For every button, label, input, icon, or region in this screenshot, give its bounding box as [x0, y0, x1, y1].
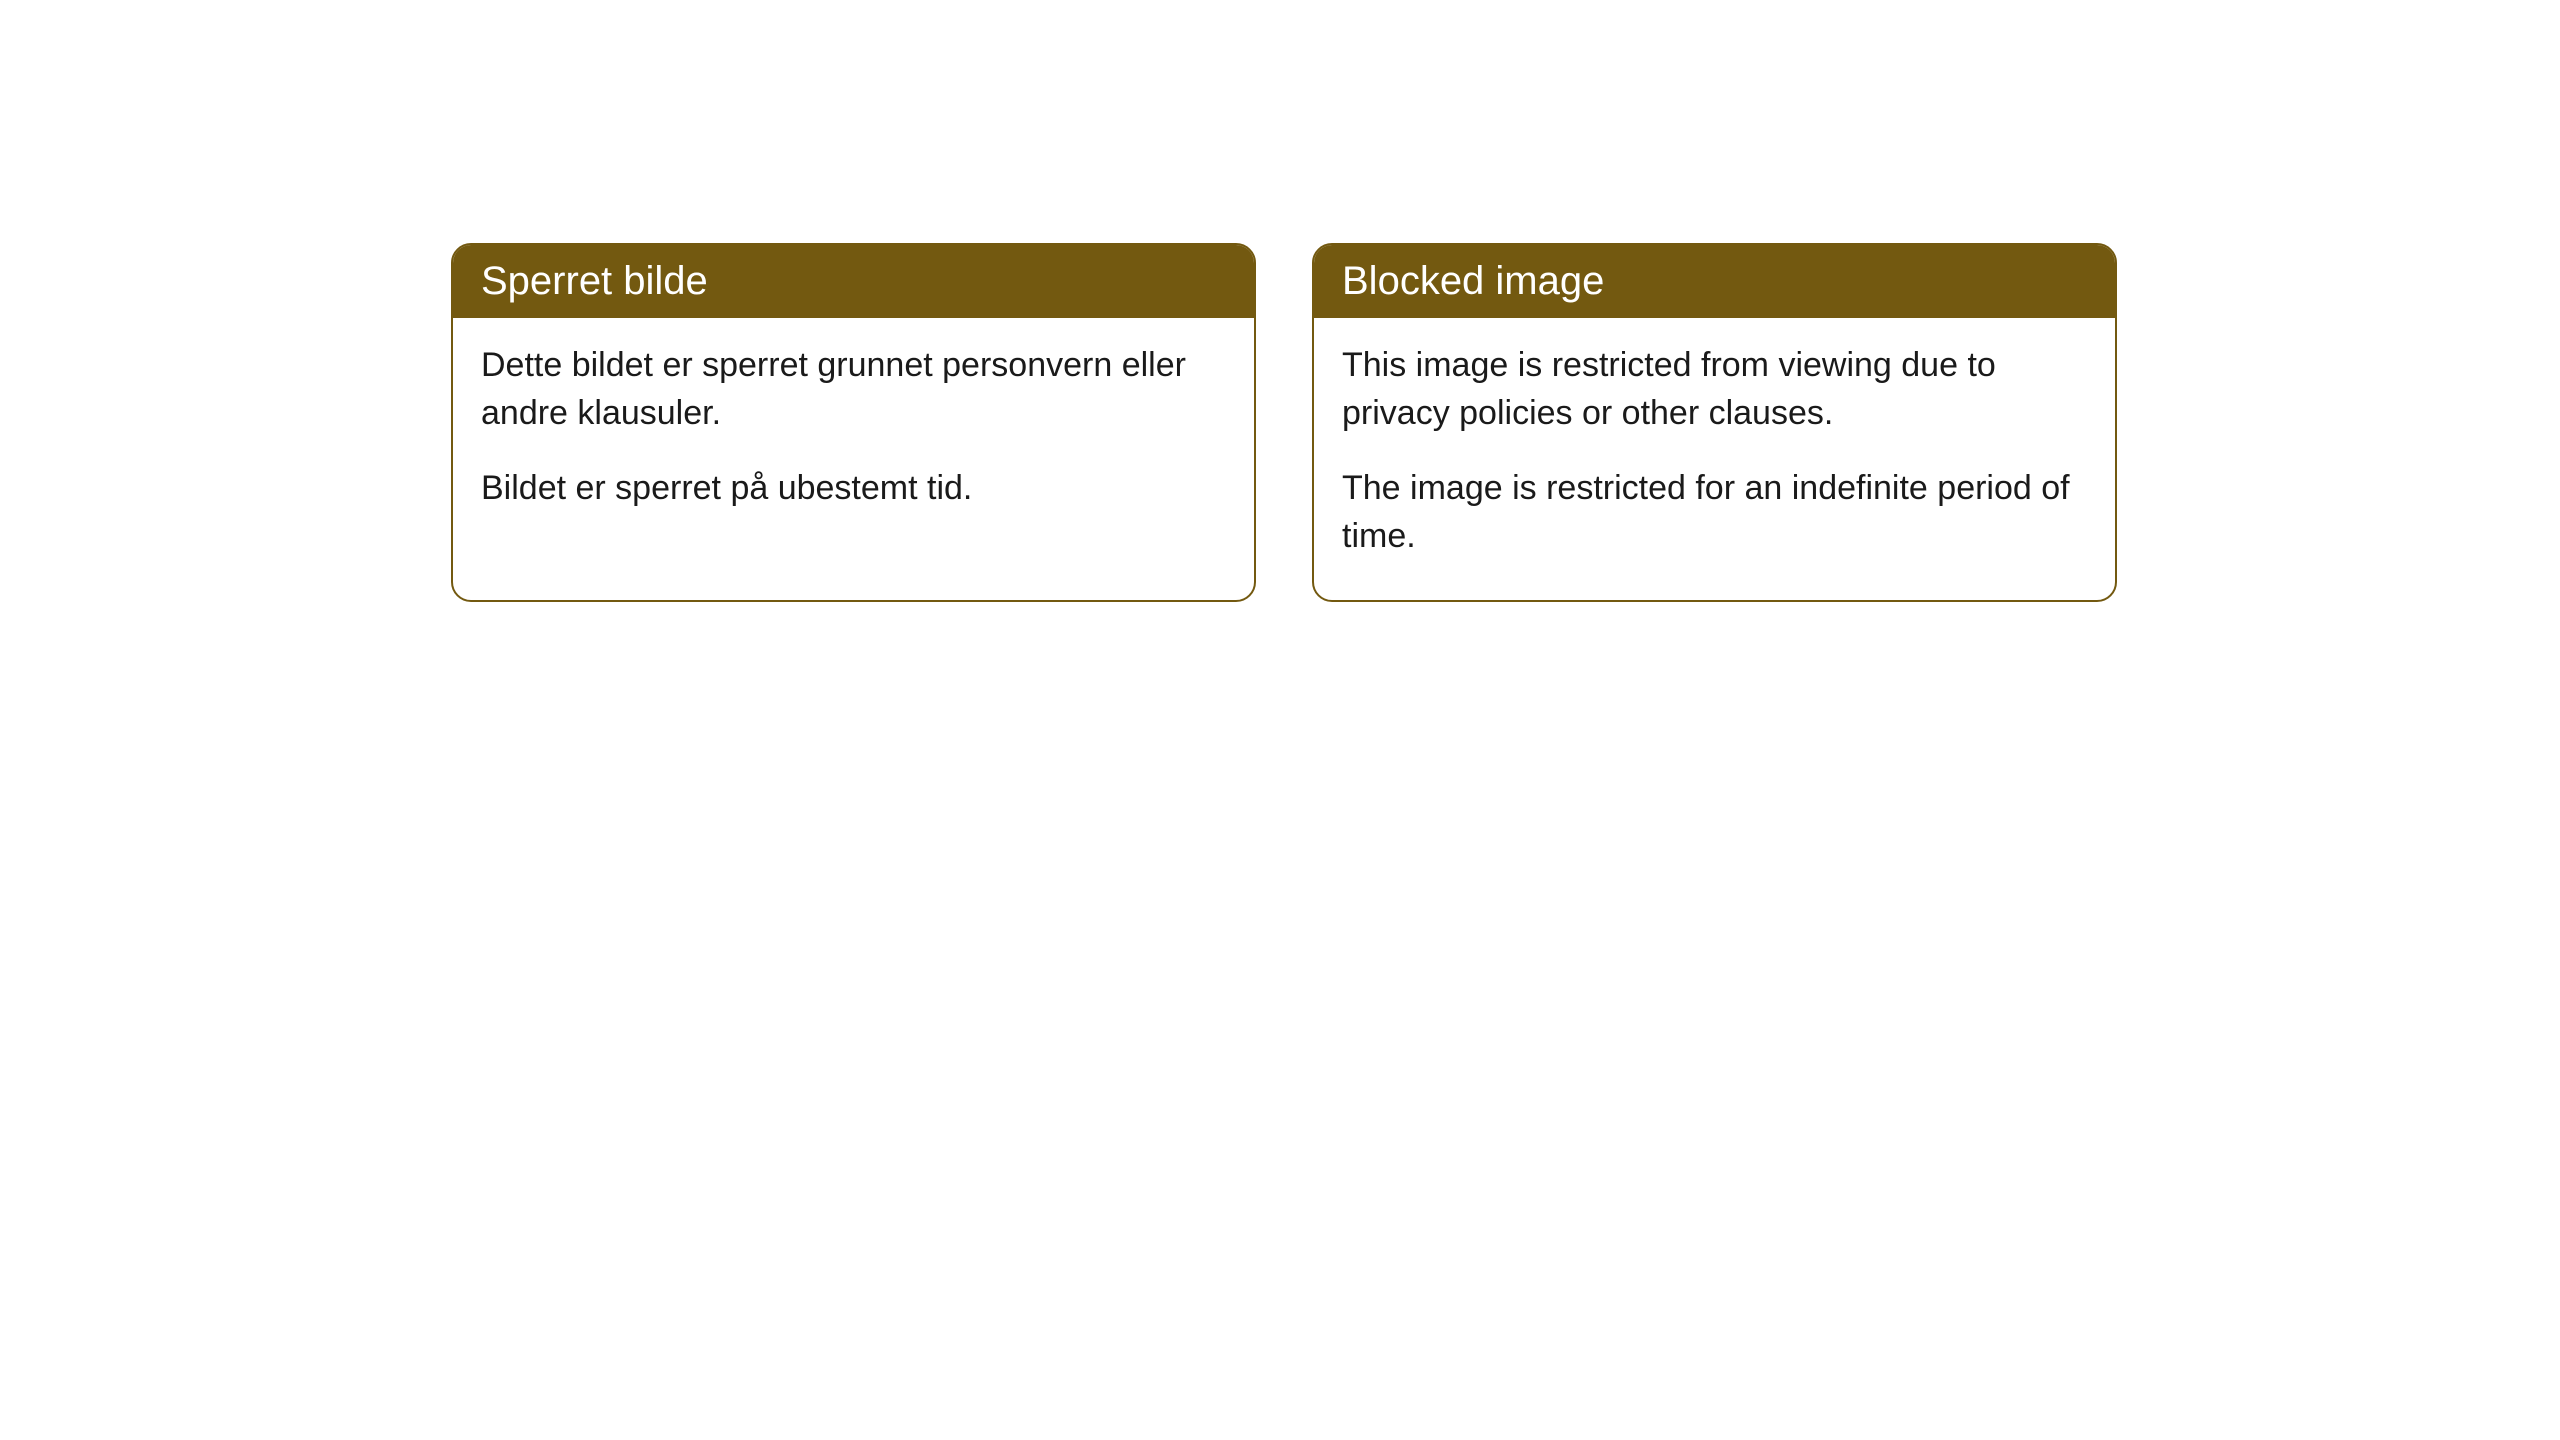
card-header-norwegian: Sperret bilde: [453, 245, 1254, 318]
card-english: Blocked image This image is restricted f…: [1312, 243, 2117, 602]
card-title-norwegian: Sperret bilde: [481, 259, 708, 303]
card-title-english: Blocked image: [1342, 259, 1604, 303]
card-paragraph2-norwegian: Bildet er sperret på ubestemt tid.: [481, 465, 1226, 513]
cards-container: Sperret bilde Dette bildet er sperret gr…: [451, 243, 2117, 602]
card-norwegian: Sperret bilde Dette bildet er sperret gr…: [451, 243, 1256, 602]
card-paragraph2-english: The image is restricted for an indefinit…: [1342, 465, 2087, 560]
card-body-english: This image is restricted from viewing du…: [1314, 318, 2115, 600]
card-header-english: Blocked image: [1314, 245, 2115, 318]
card-paragraph1-english: This image is restricted from viewing du…: [1342, 342, 2087, 437]
card-paragraph1-norwegian: Dette bildet er sperret grunnet personve…: [481, 342, 1226, 437]
card-body-norwegian: Dette bildet er sperret grunnet personve…: [453, 318, 1254, 553]
